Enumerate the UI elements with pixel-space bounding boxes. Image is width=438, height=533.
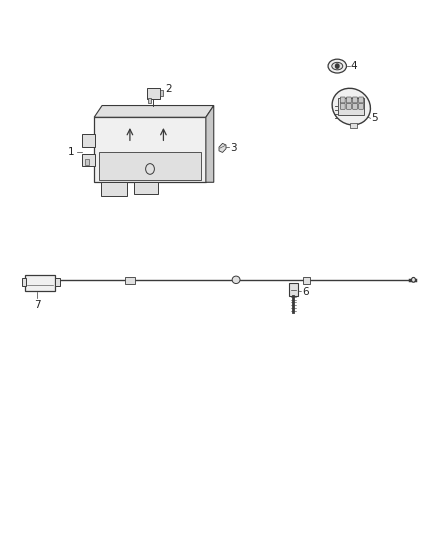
- Circle shape: [336, 64, 339, 68]
- Ellipse shape: [232, 276, 240, 284]
- FancyBboxPatch shape: [101, 182, 127, 196]
- Polygon shape: [219, 143, 226, 152]
- FancyBboxPatch shape: [350, 123, 357, 128]
- FancyBboxPatch shape: [55, 278, 60, 286]
- FancyBboxPatch shape: [125, 277, 135, 284]
- FancyBboxPatch shape: [160, 90, 163, 96]
- Text: 6: 6: [302, 287, 309, 297]
- Text: 3: 3: [230, 143, 237, 152]
- FancyBboxPatch shape: [22, 278, 26, 286]
- Polygon shape: [94, 106, 214, 117]
- Text: 2: 2: [165, 84, 172, 94]
- Ellipse shape: [411, 277, 415, 282]
- FancyBboxPatch shape: [147, 88, 160, 99]
- Text: 7: 7: [34, 300, 41, 310]
- FancyBboxPatch shape: [353, 97, 357, 103]
- FancyBboxPatch shape: [338, 98, 364, 115]
- Polygon shape: [206, 106, 214, 182]
- Text: 5: 5: [371, 114, 378, 123]
- FancyBboxPatch shape: [148, 98, 151, 103]
- FancyBboxPatch shape: [346, 103, 351, 109]
- Ellipse shape: [332, 88, 371, 125]
- Ellipse shape: [328, 59, 346, 73]
- FancyBboxPatch shape: [340, 97, 345, 103]
- FancyBboxPatch shape: [134, 182, 158, 194]
- Ellipse shape: [332, 62, 343, 70]
- FancyBboxPatch shape: [82, 134, 95, 147]
- FancyBboxPatch shape: [359, 97, 364, 103]
- FancyBboxPatch shape: [94, 117, 206, 182]
- FancyBboxPatch shape: [359, 103, 364, 109]
- Text: 4: 4: [350, 61, 357, 71]
- FancyBboxPatch shape: [353, 103, 357, 109]
- FancyBboxPatch shape: [25, 275, 55, 291]
- FancyBboxPatch shape: [85, 159, 89, 165]
- FancyBboxPatch shape: [99, 151, 201, 180]
- FancyBboxPatch shape: [289, 283, 298, 296]
- Text: 1: 1: [68, 147, 74, 157]
- FancyBboxPatch shape: [303, 277, 310, 284]
- FancyBboxPatch shape: [340, 103, 345, 109]
- FancyBboxPatch shape: [346, 97, 351, 103]
- FancyBboxPatch shape: [82, 154, 95, 166]
